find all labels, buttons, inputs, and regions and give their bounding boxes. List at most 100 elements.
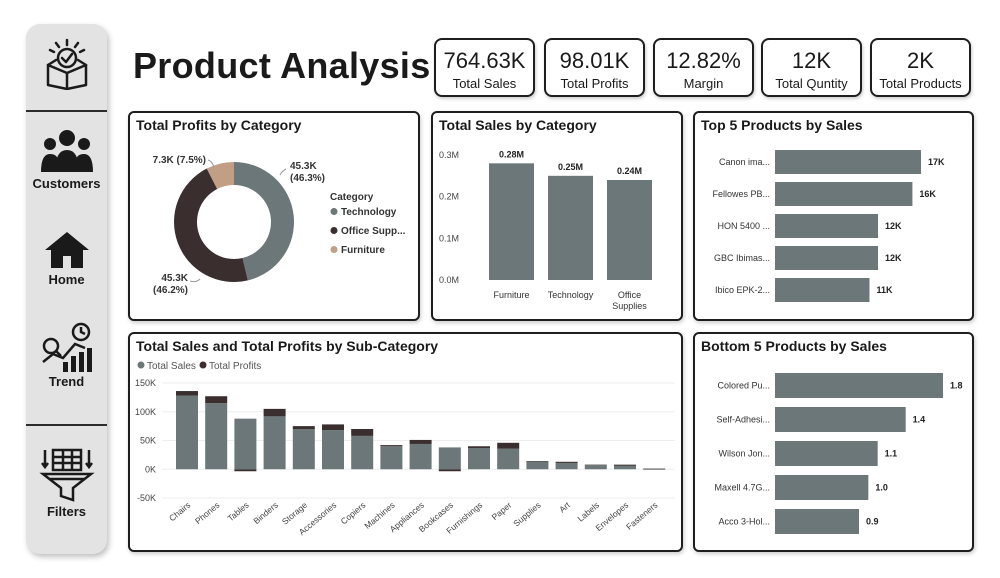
y-category-label: Self-Adhesi...: [716, 415, 770, 425]
bar-total-profits: [176, 391, 198, 396]
kpi-value: 98.01K: [559, 48, 630, 73]
chart-title: Top 5 Products by Sales: [701, 117, 863, 133]
legend-marker: [330, 227, 338, 234]
sidebar-item-label: Home: [48, 272, 85, 287]
y-category-label: GBC Ibimas...: [714, 253, 770, 263]
bar: [775, 150, 921, 174]
bar-total-profits: [468, 446, 490, 448]
bar-total-sales: [380, 446, 403, 470]
y-category-label: Ibico EPK-2...: [715, 285, 770, 295]
donut-slice: [234, 162, 295, 281]
sidebar-divider: [26, 110, 107, 112]
bar-total-sales: [351, 435, 374, 470]
x-tick-label: Office: [618, 290, 641, 300]
donut-data-label: 7.3K (7.5%): [153, 155, 206, 166]
sidebar-item-trend[interactable]: Trend: [26, 322, 107, 389]
y-category-label: HON 5400 ...: [717, 221, 770, 231]
bar: [775, 475, 869, 500]
sidebar-item-label: Trend: [48, 374, 85, 389]
users-icon: [40, 130, 93, 172]
sidebar-item-filters[interactable]: Filters: [26, 446, 107, 519]
bar-data-label: 1.8: [950, 381, 963, 391]
x-tick-label: Supplies: [511, 500, 542, 529]
y-category-label: Fellowes PB...: [712, 189, 770, 199]
chart-title: Total Sales and Total Profits by Sub-Cat…: [136, 338, 439, 354]
x-tick-label: Furniture: [493, 290, 529, 300]
bar-total-profits: [205, 396, 228, 404]
kpi-card-total-products: 2K Total Products: [870, 38, 971, 97]
bar-data-label: 11K: [876, 285, 893, 295]
bar-total-profits: [322, 424, 344, 431]
bar-total-sales: [176, 395, 198, 470]
top-products-bar-chart: Canon ima... 17K Fellowes PB... 16K HON 5400…: [712, 150, 945, 302]
donut-chart: 45.3K (46.3%) 45.3K (46.2%) 7.3K (7.5%) Categ…: [153, 155, 406, 296]
donut-slice: [206, 162, 234, 190]
x-tick-label: Tables: [225, 500, 250, 523]
bar-total-profits: [614, 464, 636, 466]
x-tick-label: Fasteners: [624, 500, 659, 532]
bar-data-label: 12K: [885, 221, 902, 231]
y-category-label: Canon ima...: [719, 157, 770, 167]
y-tick-label: 0.3M: [439, 150, 459, 160]
kpi-card-total-quantity: 12K Total Quntity: [761, 38, 862, 97]
bar: [775, 278, 870, 302]
label-leader: [207, 159, 215, 168]
sidebar-item-customers[interactable]: Customers: [26, 128, 107, 191]
bar-data-label: 1.1: [885, 449, 898, 459]
sidebar-item-home[interactable]: Home: [26, 230, 107, 287]
bar-data-label: 12K: [885, 253, 902, 263]
kpi-value: 764.63K: [443, 48, 526, 73]
bar-total-sales: [205, 403, 228, 470]
bar-total-sales: [263, 416, 286, 470]
kpi-card-total-sales: 764.63K Total Sales: [434, 38, 535, 97]
bar: [775, 509, 859, 534]
x-tick-label: Binders: [251, 500, 280, 526]
bar-data-label: 1.4: [913, 415, 926, 425]
kpi-value: 12.82%: [666, 48, 741, 73]
bar-total-profits: [438, 469, 461, 472]
bar-total-profits: [380, 445, 403, 447]
trend-icon: [41, 322, 92, 372]
x-tick-label: Art: [557, 499, 572, 514]
bar: [775, 407, 906, 432]
y-category-label: Colored Pu...: [717, 381, 770, 391]
donut-slice: [173, 168, 248, 282]
donut-data-label: 45.3K (46.3%): [290, 161, 325, 184]
subcategory-panel: Total Sales and Total Profits by Sub-Cat…: [128, 332, 683, 552]
bar-data-label: 0.24M: [617, 166, 642, 176]
x-tick-label: Supplies: [612, 301, 647, 311]
bar-total-sales: [292, 429, 315, 470]
y-tick-label: 0.2M: [439, 192, 459, 202]
y-tick-label: 0K: [145, 464, 156, 474]
bar-total-profits: [292, 426, 315, 429]
bar: [489, 163, 534, 280]
donut-data-label: 45.3K (46.2%): [153, 273, 189, 296]
bar-total-sales: [555, 462, 578, 470]
legend-item: Furniture: [341, 245, 385, 256]
kpi-label: Total Products: [879, 76, 962, 91]
y-category-label: Wilson Jon...: [718, 449, 770, 459]
y-tick-label: 0.0M: [439, 275, 459, 285]
bar-total-sales: [614, 465, 636, 470]
kpi-value: 2K: [907, 48, 934, 73]
y-category-label: Maxell 4.7G...: [714, 483, 770, 493]
legend-marker: [199, 361, 207, 369]
kpi-label: Total Sales: [452, 76, 517, 91]
bar-data-label: 0.28M: [499, 149, 524, 159]
bar: [548, 175, 593, 280]
bar-total-profits: [263, 408, 286, 417]
bar-total-profits: [409, 439, 432, 444]
kpi-card-margin: 12.82% Margin: [653, 38, 754, 97]
bar-total-sales: [584, 465, 607, 470]
sidebar-item-logo[interactable]: [26, 38, 107, 90]
bottom-products-bar-chart: Colored Pu... 1.8 Self-Adhesi... 1.4 Wilson …: [714, 373, 963, 534]
kpi-value: 12K: [791, 48, 832, 73]
x-tick-label: Labels: [575, 500, 601, 524]
profits-by-category-panel: Total Profits by Category 45.3K (46.3%) 45…: [128, 111, 420, 321]
y-category-label: Acco 3-Hol...: [718, 517, 770, 527]
subcategory-bar-chart: Total Sales Total Profits -50K 0K 50K 100K 150…: [135, 361, 675, 537]
bar-total-sales: [497, 448, 520, 470]
kpi-card-total-profits: 98.01K Total Profits: [544, 38, 645, 97]
y-tick-label: 150K: [135, 378, 156, 388]
